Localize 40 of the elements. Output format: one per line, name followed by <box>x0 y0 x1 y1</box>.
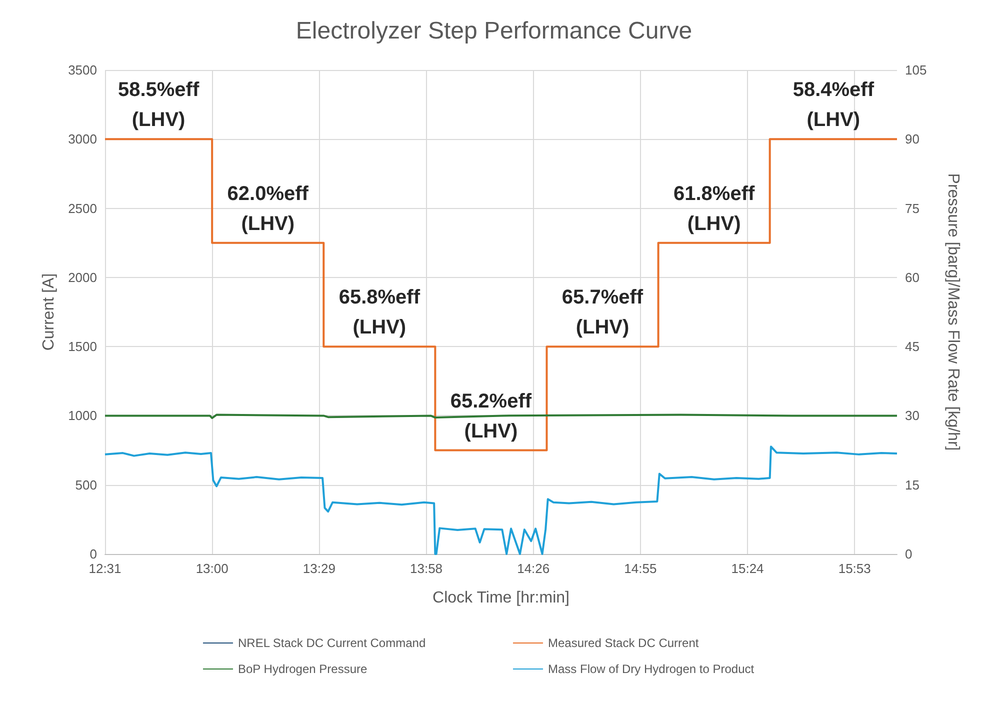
y-tick-label: 1000 <box>68 408 97 424</box>
x-tick-label: 15:24 <box>731 561 764 576</box>
y2-tick-label: 0 <box>905 546 912 562</box>
y-tick-label: 1500 <box>68 339 97 354</box>
x-tick-label: 13:29 <box>302 561 336 576</box>
x-tick-label: 13:00 <box>196 561 228 576</box>
x-tick-label: 12:31 <box>88 561 122 576</box>
y2-tick-label: 90 <box>905 132 920 147</box>
line-series <box>104 446 898 555</box>
chart-title: Electrolyzer Step Performance Curve <box>296 18 692 44</box>
annotation: 65.2%eff (LHV) <box>450 390 532 442</box>
y-tick-label: 3000 <box>68 132 97 147</box>
legend-label: BoP Hydrogen Pressure <box>238 662 368 676</box>
y-tick-label: 3500 <box>68 62 97 78</box>
x-axis-title: Clock Time [hr:min] <box>432 590 570 606</box>
x-tick-label: 15:53 <box>838 561 871 576</box>
y-tick-label: 500 <box>75 477 97 492</box>
x-tick-label: 14:26 <box>517 561 550 576</box>
x-tick-label: 13:58 <box>410 561 443 576</box>
annotation: 62.0%eff (LHV) <box>227 182 309 235</box>
y2-tick-label: 45 <box>905 339 920 354</box>
x-tick-label: 14:55 <box>624 561 657 576</box>
y-tick-label: 0 <box>90 546 97 562</box>
y-tick-label: 2000 <box>68 270 97 285</box>
annotation: 58.4%eff (LHV) <box>792 79 874 132</box>
annotation: 65.7%eff (LHV) <box>562 286 644 339</box>
annotation: 61.8%eff (LHV) <box>673 182 755 235</box>
y2-tick-label: 15 <box>905 477 920 492</box>
y2-tick-label: 105 <box>905 62 927 78</box>
y-tick-label: 2500 <box>68 200 97 216</box>
y2-tick-label: 30 <box>905 408 920 424</box>
y2-axis-title: Pressure [barg]/Mass Flow Rate [kg/hr] <box>944 173 962 451</box>
legend-label: Measured Stack DC Current <box>548 636 700 650</box>
annotation: 65.8%eff (LHV) <box>338 286 420 339</box>
y2-tick-label: 60 <box>905 270 920 285</box>
y2-tick-label: 75 <box>905 200 920 216</box>
y-axis-title: Current [A] <box>40 273 58 351</box>
legend-label: Mass Flow of Dry Hydrogen to Product <box>548 662 755 676</box>
annotation: 58.5%eff (LHV) <box>118 79 200 132</box>
legend-label: NREL Stack DC Current Command <box>238 636 426 650</box>
